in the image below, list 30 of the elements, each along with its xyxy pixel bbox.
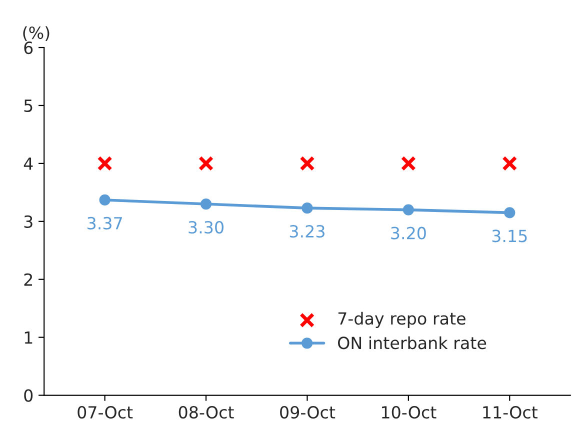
y-tick-label: 2 [24, 273, 32, 286]
point [99, 194, 110, 206]
y-tick-label: 6 [24, 41, 33, 54]
legend-label: 7-day repo rate [338, 312, 466, 328]
x-tick-label: 07-Oct [78, 406, 133, 419]
y-tick-label: 5 [24, 100, 32, 112]
point [97, 156, 112, 171]
point [200, 198, 212, 210]
point [504, 207, 516, 218]
x-tick-label: 11-Oct [483, 406, 538, 419]
point [502, 156, 518, 171]
x-tick-label: 08-Oct [178, 406, 234, 419]
y-tick-label: 4 [24, 158, 33, 170]
point [302, 202, 313, 214]
y-tick-label: 0 [24, 389, 33, 402]
point [400, 156, 416, 171]
y-tick-label: 3 [24, 215, 32, 228]
data-label: 3.20 [391, 226, 426, 240]
legend-label: ON interbank rate [338, 336, 486, 350]
y-axis-title: (%) [23, 26, 50, 42]
point [198, 156, 214, 171]
data-label: 3.30 [188, 220, 224, 234]
y-tick-label: 1 [24, 332, 32, 344]
data-label: 3.23 [290, 225, 324, 238]
data-label: 3.37 [88, 216, 122, 230]
x-tick-label: 10-Oct [382, 406, 436, 419]
point [402, 204, 414, 216]
x-tick-label: 09-Oct [280, 406, 336, 419]
data-label: 3.15 [492, 230, 527, 242]
point [300, 156, 315, 171]
